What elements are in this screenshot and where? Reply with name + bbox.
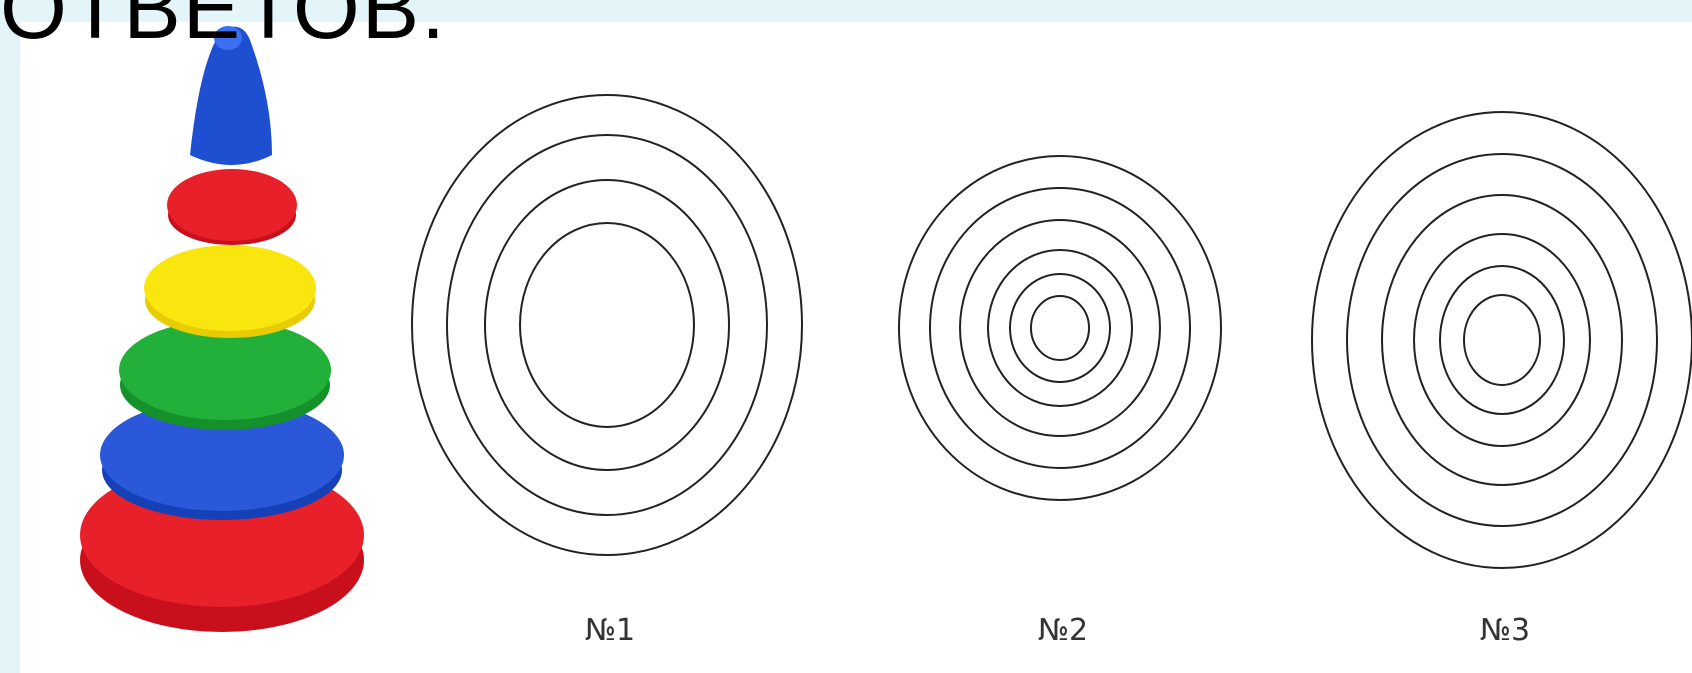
heading: ОТВЕТОВ. — [0, 0, 447, 52]
slide: №1 №2 №3 ОТВЕТОВ. — [0, 0, 1692, 673]
slide-canvas: №1 №2 №3 — [0, 0, 1692, 673]
figure-label: №1 — [585, 613, 635, 648]
figure-label: №2 — [1038, 613, 1088, 648]
figure-label: №3 — [1480, 613, 1530, 648]
